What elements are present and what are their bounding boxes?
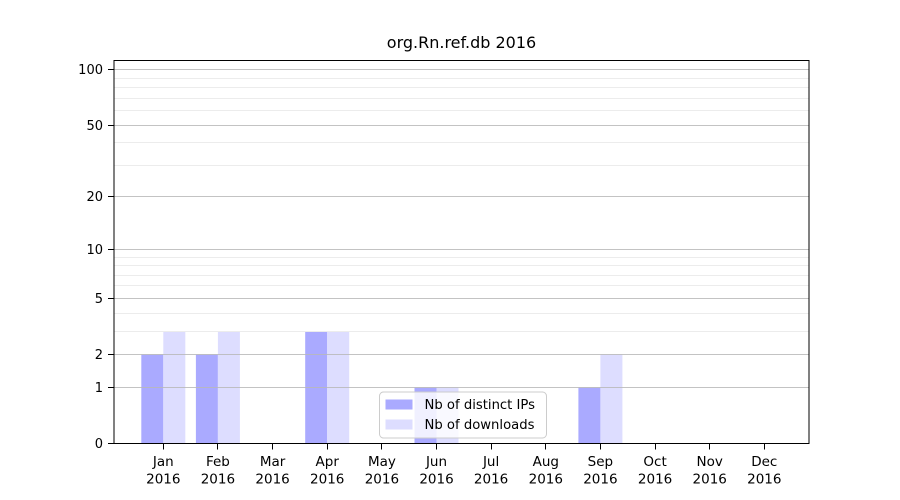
bar-distinct-ips-feb [195, 354, 218, 444]
x-tick-label-year: 2016 [365, 472, 399, 488]
x-tick-label-year: 2016 [693, 472, 727, 488]
x-tick-label-year: 2016 [583, 472, 617, 488]
x-tick-label-year: 2016 [255, 472, 289, 488]
x-tick-label-year: 2016 [419, 472, 453, 488]
bar-downloads-sep [600, 354, 623, 444]
y-tick-label-2: 2 [95, 348, 103, 363]
y-tick-label-100: 100 [78, 63, 103, 78]
y-tick-label-50: 50 [86, 119, 103, 134]
legend-label-downloads: Nb of downloads [425, 418, 535, 433]
x-tick-label-year: 2016 [747, 472, 781, 488]
x-tick-label-month: Mar [260, 454, 286, 470]
x-tick-label-year: 2016 [146, 472, 180, 488]
axes-frame [113, 60, 810, 444]
x-tick-label-month: Jan [152, 454, 174, 470]
y-tick-label-10: 10 [86, 243, 103, 258]
x-axis: Jan 2016 Feb 2016 Mar 2016 Apr 2016 May 2016 Jun 20… [146, 443, 781, 488]
legend-swatch-downloads [385, 419, 413, 430]
x-tick-label-month: Oct [643, 454, 666, 470]
x-tick-label-year: 2016 [529, 472, 563, 488]
x-tick-label-month: Jul [482, 454, 499, 470]
x-tick-label-year: 2016 [310, 472, 344, 488]
gridlines-layer [114, 69, 809, 388]
legend: Nb of distinct IPs Nb of downloads [379, 391, 547, 439]
legend-swatch-distinct-ips [385, 399, 413, 410]
x-tick-label-month: Feb [206, 454, 230, 470]
legend-label-distinct-ips: Nb of distinct IPs [425, 398, 536, 413]
x-tick-label-month: Aug [533, 454, 559, 470]
chart-title: org.Rn.ref.db 2016 [386, 33, 537, 52]
x-tick-label-month: Apr [316, 454, 340, 470]
y-tick-label-0: 0 [95, 437, 103, 452]
x-tick-label-month: Jun [425, 454, 447, 470]
y-axis: 0 1 2 5 10 20 50 100 [78, 63, 114, 452]
x-tick-label-month: Dec [751, 454, 777, 470]
x-tick-label-month: Nov [697, 454, 723, 470]
legend-box [379, 391, 547, 439]
bar-distinct-ips-sep [578, 387, 601, 444]
x-tick-label-year: 2016 [638, 472, 672, 488]
y-tick-label-1: 1 [95, 381, 103, 396]
x-tick-label-year: 2016 [474, 472, 508, 488]
bar-distinct-ips-jan [141, 354, 164, 444]
y-tick-label-20: 20 [86, 190, 103, 205]
x-tick-label-month: May [368, 454, 396, 470]
x-tick-label-month: Sep [588, 454, 613, 470]
x-tick-label-year: 2016 [201, 472, 235, 488]
y-tick-label-5: 5 [95, 292, 103, 307]
